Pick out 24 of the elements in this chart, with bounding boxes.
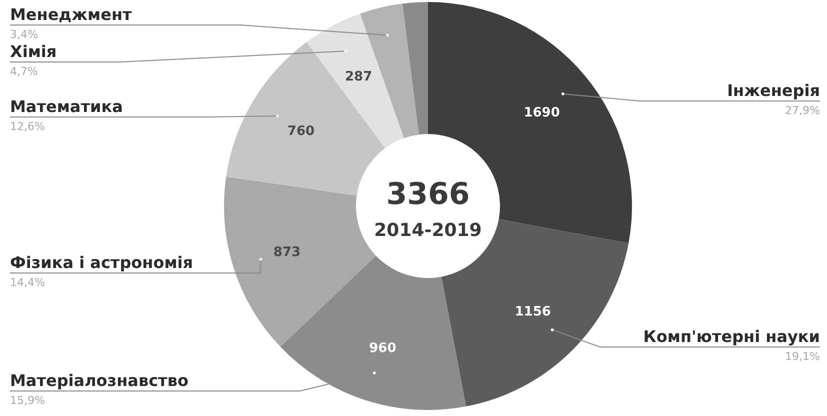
text: 3366 [386,177,470,212]
data-label: 873 [273,244,301,260]
text: 27,9% [785,104,820,117]
text: 14,4% [10,276,45,289]
text: 19,1% [785,350,820,363]
data-label: 1156 [514,304,551,320]
slice-label: Математика [10,97,123,116]
data-label: 760 [287,124,315,140]
slice-label: Менеджмент [10,5,133,24]
text: 2014-2019 [374,220,482,241]
data-label: 287 [344,69,372,84]
text: 12,6% [10,120,45,133]
slice-label: Хімія [10,42,57,61]
text: 3,4% [10,28,38,41]
slice-label: Матеріалознавство [10,371,188,390]
slice-label: Комп'ютерні науки [643,327,820,346]
text: 4,7% [10,65,38,78]
text: 15,9% [10,394,45,407]
data-label: 1690 [524,105,560,120]
slice-label: Інженерія [727,81,820,100]
donut-slice [226,42,386,196]
data-label: 960 [369,340,396,356]
donut-slice [402,2,428,135]
slice-label: Фізика і астрономія [10,253,194,272]
